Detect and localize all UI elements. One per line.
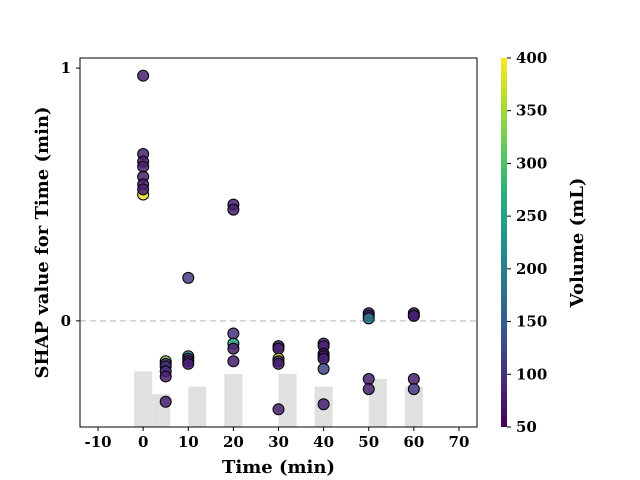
data-point (137, 69, 150, 82)
data-point (407, 372, 420, 385)
x-tick-label: 70 (449, 433, 470, 451)
y-axis-title: SHAP value for Time (min) (32, 106, 53, 378)
data-point (227, 327, 240, 340)
histogram-bar (224, 373, 243, 427)
x-axis-title: Time (min) (222, 457, 335, 478)
data-point (272, 342, 285, 355)
histogram-bar (404, 386, 423, 427)
histogram-layer (134, 371, 423, 427)
data-point (407, 383, 420, 396)
data-point (362, 383, 375, 396)
data-point (159, 370, 172, 383)
data-point (182, 357, 195, 370)
data-point (317, 352, 330, 365)
x-tick-label: 0 (138, 433, 148, 451)
colorbar-ticks: 50 100 150 200 250 300 350 400 (507, 49, 547, 436)
data-point (362, 312, 375, 325)
x-axis-ticks: -10 0 10 20 30 40 50 60 70 (84, 427, 469, 451)
data-point (137, 183, 150, 196)
colorbar-tick-label: 100 (516, 365, 547, 383)
data-point (362, 372, 375, 385)
y-tick-label: 1 (61, 59, 71, 77)
colorbar-tick-label: 200 (516, 260, 547, 278)
y-axis-ticks: 01 (61, 59, 80, 330)
colorbar-title: Volume (mL) (567, 178, 588, 309)
histogram-bar (278, 373, 297, 427)
data-point (137, 160, 150, 173)
data-point (317, 398, 330, 411)
x-tick-label: 30 (268, 433, 289, 451)
colorbar-tick-label: 250 (516, 207, 547, 225)
data-point (407, 309, 420, 322)
data-point (272, 403, 285, 416)
data-point (272, 357, 285, 370)
colorbar-tick-label: 150 (516, 313, 547, 331)
x-tick-label: 40 (313, 433, 334, 451)
data-point (227, 342, 240, 355)
data-point (182, 271, 195, 284)
histogram-bar (188, 386, 207, 427)
colorbar-tick-label: 400 (516, 49, 547, 67)
x-tick-label: 50 (358, 433, 379, 451)
x-tick-label: 20 (223, 433, 244, 451)
x-tick-label: -10 (84, 433, 111, 451)
x-tick-label: 10 (178, 433, 199, 451)
colorbar-tick-label: 300 (516, 154, 547, 172)
histogram-bar (134, 371, 153, 427)
data-point (227, 355, 240, 368)
colorbar-tick-label: 50 (516, 418, 537, 436)
colorbar-tick-label: 350 (516, 102, 547, 120)
data-point (317, 362, 330, 375)
colorbar (501, 58, 507, 427)
data-point (227, 203, 240, 216)
data-point (159, 395, 172, 408)
y-tick-label: 0 (61, 312, 71, 330)
scatter-points (137, 69, 420, 416)
x-tick-label: 60 (403, 433, 424, 451)
